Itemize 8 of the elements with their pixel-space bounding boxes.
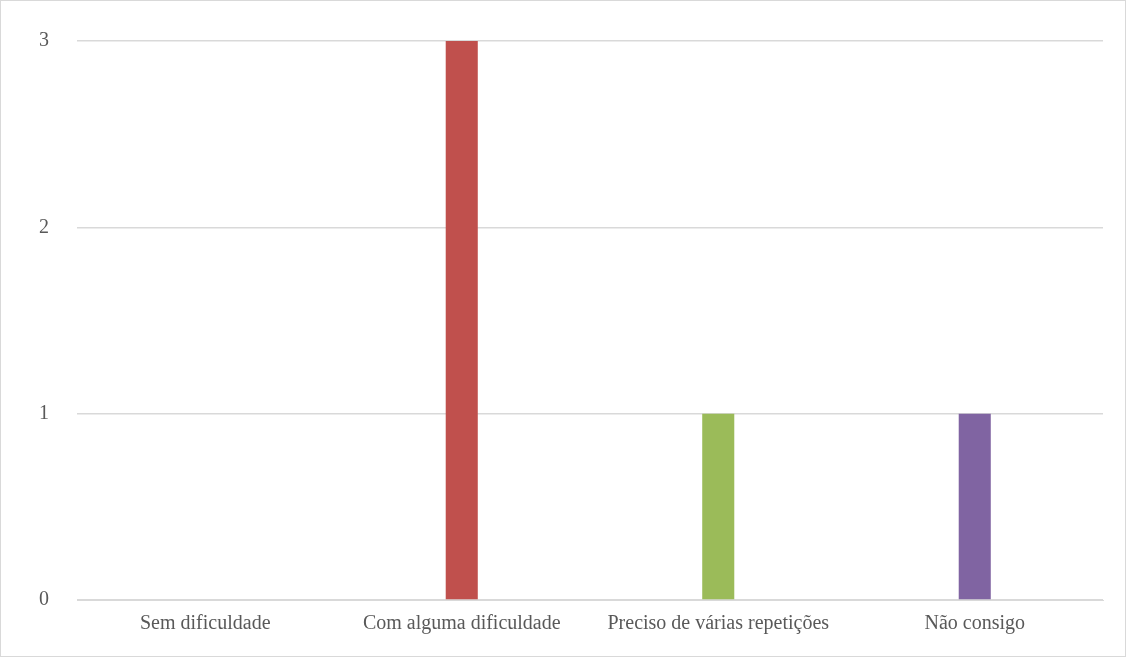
x-tick-label: Não consigo (924, 611, 1026, 635)
y-tick-label: 0 (39, 587, 49, 610)
y-tick-label: 3 (39, 28, 49, 51)
x-tick-label: Com alguma dificuldade (362, 611, 561, 635)
x-tick-label: Preciso de várias repetições (607, 611, 830, 635)
y-tick-label: 1 (39, 400, 49, 423)
x-tick-label: Sem dificuldade (139, 611, 271, 634)
y-tick-label: 2 (39, 214, 49, 237)
